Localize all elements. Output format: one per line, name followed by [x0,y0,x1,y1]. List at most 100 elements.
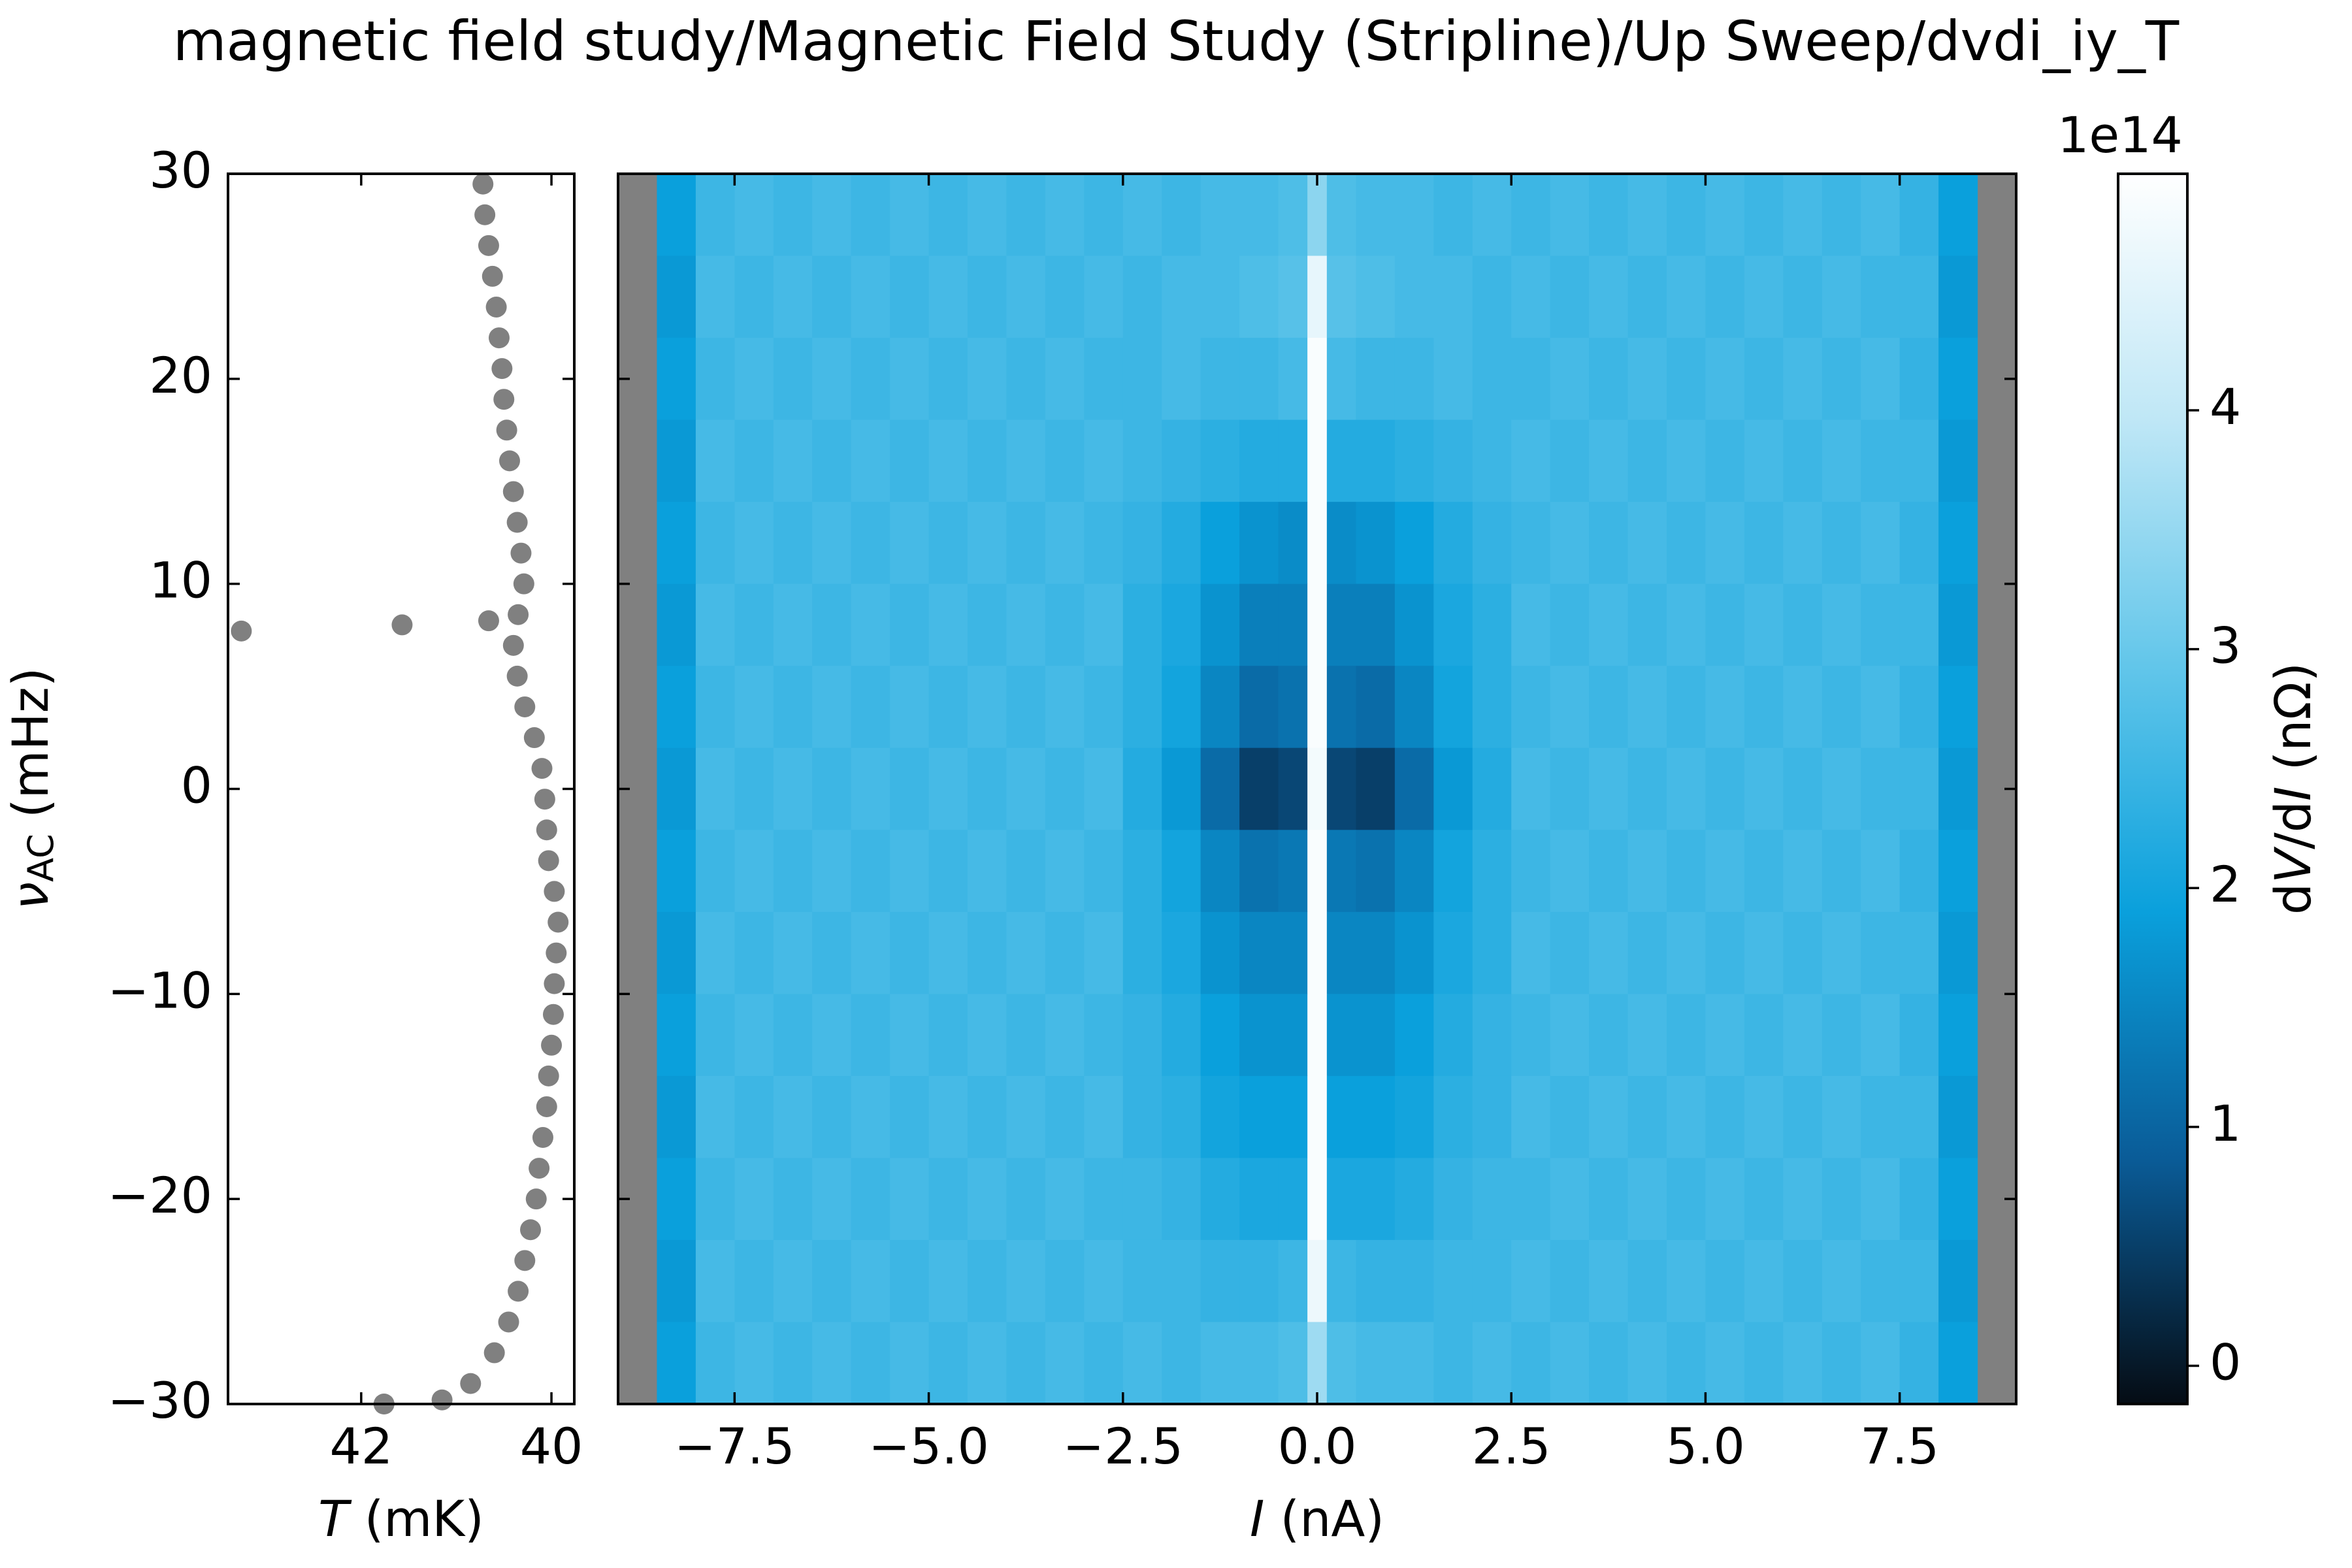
heatmap-cell [1667,911,1707,994]
heatmap-cell [1006,666,1046,749]
heatmap-cell [1045,666,1085,749]
heatmap-cell [695,666,735,749]
heatmap-cell [1356,1075,1396,1158]
heatmap-cell [773,1158,813,1241]
y-tick-label: −30 [108,1371,212,1429]
heatmap-cell [1550,419,1590,502]
heatmap-cell [1394,502,1434,585]
heatmap-cell [1744,1158,1784,1241]
scatter-point [514,696,536,717]
heatmap-cell [928,1239,968,1323]
heatmap-cell [1667,174,1707,257]
heatmap-cell [1084,911,1124,994]
heatmap-cell [1589,583,1629,666]
heatmap-cell [657,747,696,830]
heatmap-cell [1200,419,1240,502]
heatmap-cell [890,174,930,257]
heatmap-cell [1394,255,1434,338]
heatmap-cell [1667,747,1707,830]
heatmap-cell [1433,502,1473,585]
heatmap-cell [1899,1322,1939,1404]
heatmap-cell [1356,583,1396,666]
heatmap-cell [1783,255,1823,338]
scatter-point [536,1096,557,1117]
scatter-point [514,1250,536,1271]
heatmap-cell [1239,747,1279,830]
x-tick-label: 2.5 [1472,1417,1551,1475]
scatter-point [523,727,545,749]
heatmap-cell [1899,666,1939,749]
heatmap-cell [1045,174,1085,257]
heatmap-cell [928,994,968,1077]
scatter-point [546,942,567,964]
colorbar-label-part: I [2264,787,2322,801]
heatmap-cell [1200,338,1240,421]
heatmap-cell [968,338,1007,421]
heatmap-cell [1084,1158,1124,1241]
heatmap-cell [1938,583,1978,666]
heatmap-cell [1821,666,1861,749]
heatmap-cell [1326,583,1357,666]
heatmap-cell [1394,1239,1434,1323]
colorbar-label-part: V [2264,846,2322,883]
heatmap-cell [1744,1075,1784,1158]
colorbar-tick-label: 1 [2210,1094,2241,1152]
heatmap-cell [1326,502,1357,585]
heatmap-cell [1278,583,1308,666]
heatmap-cell [1938,747,1978,830]
scatter-point [508,1281,529,1302]
x-tick-label: 42 [329,1417,393,1475]
heatmap-cell [1122,666,1162,749]
heatmap-cell [1705,911,1745,994]
heatmap-cell [1307,502,1328,585]
heatmap-cell [1821,747,1861,830]
heatmap-cell [1861,994,1901,1077]
heatmap-cell [1162,994,1201,1077]
heatmap-cell [1550,1322,1590,1404]
heatmap-cell [928,419,968,502]
heatmap-cell [1589,502,1629,585]
heatmap-cell [1472,747,1512,830]
heatmap-cell [1667,583,1707,666]
colorbar-label: dV/dI (nΩ) [2264,662,2322,915]
heatmap-cell [890,994,930,1077]
heatmap-cell [1084,747,1124,830]
x-tick-label: −5.0 [868,1417,989,1475]
heatmap-cell [1162,419,1201,502]
heatmap-cell [1356,1158,1396,1241]
heatmap-cell [773,583,813,666]
heatmap-cell [1278,830,1308,913]
heatmap-cell [1394,1158,1434,1241]
heatmap-cell [1278,338,1308,421]
heatmap-cell [1200,994,1240,1077]
scatter-point [547,911,569,933]
heatmap-cell [928,174,968,257]
scatter-point [541,1034,563,1056]
heatmap-cell [1744,583,1784,666]
heatmap-cell [1899,1158,1939,1241]
heatmap-cell [812,1158,852,1241]
heatmap-cell [1744,502,1784,585]
heatmap-cell [1006,911,1046,994]
heatmap-cell [1307,338,1328,421]
colorbar-tick-label: 0 [2210,1333,2241,1391]
heatmap-cell [1861,1158,1901,1241]
heatmap-cell [1667,1322,1707,1404]
heatmap-cell [773,1075,813,1158]
heatmap-cell [851,583,890,666]
heatmap-cell [1821,1239,1861,1323]
heatmap-cell [1861,174,1901,257]
heatmap-cell [1589,994,1629,1077]
heatmap-cell [851,1322,890,1404]
heatmap-cell [1589,911,1629,994]
heatmap-cell [1472,911,1512,994]
heatmap-cell [1899,1239,1939,1323]
scatter-point [474,204,496,225]
heatmap-cell [1667,255,1707,338]
heatmap-cell [1045,419,1085,502]
scatter-point [544,973,565,994]
heatmap-cell [1821,174,1861,257]
heatmap-cell [1511,338,1551,421]
heatmap-cell [1433,747,1473,830]
heatmap-cell [734,666,774,749]
